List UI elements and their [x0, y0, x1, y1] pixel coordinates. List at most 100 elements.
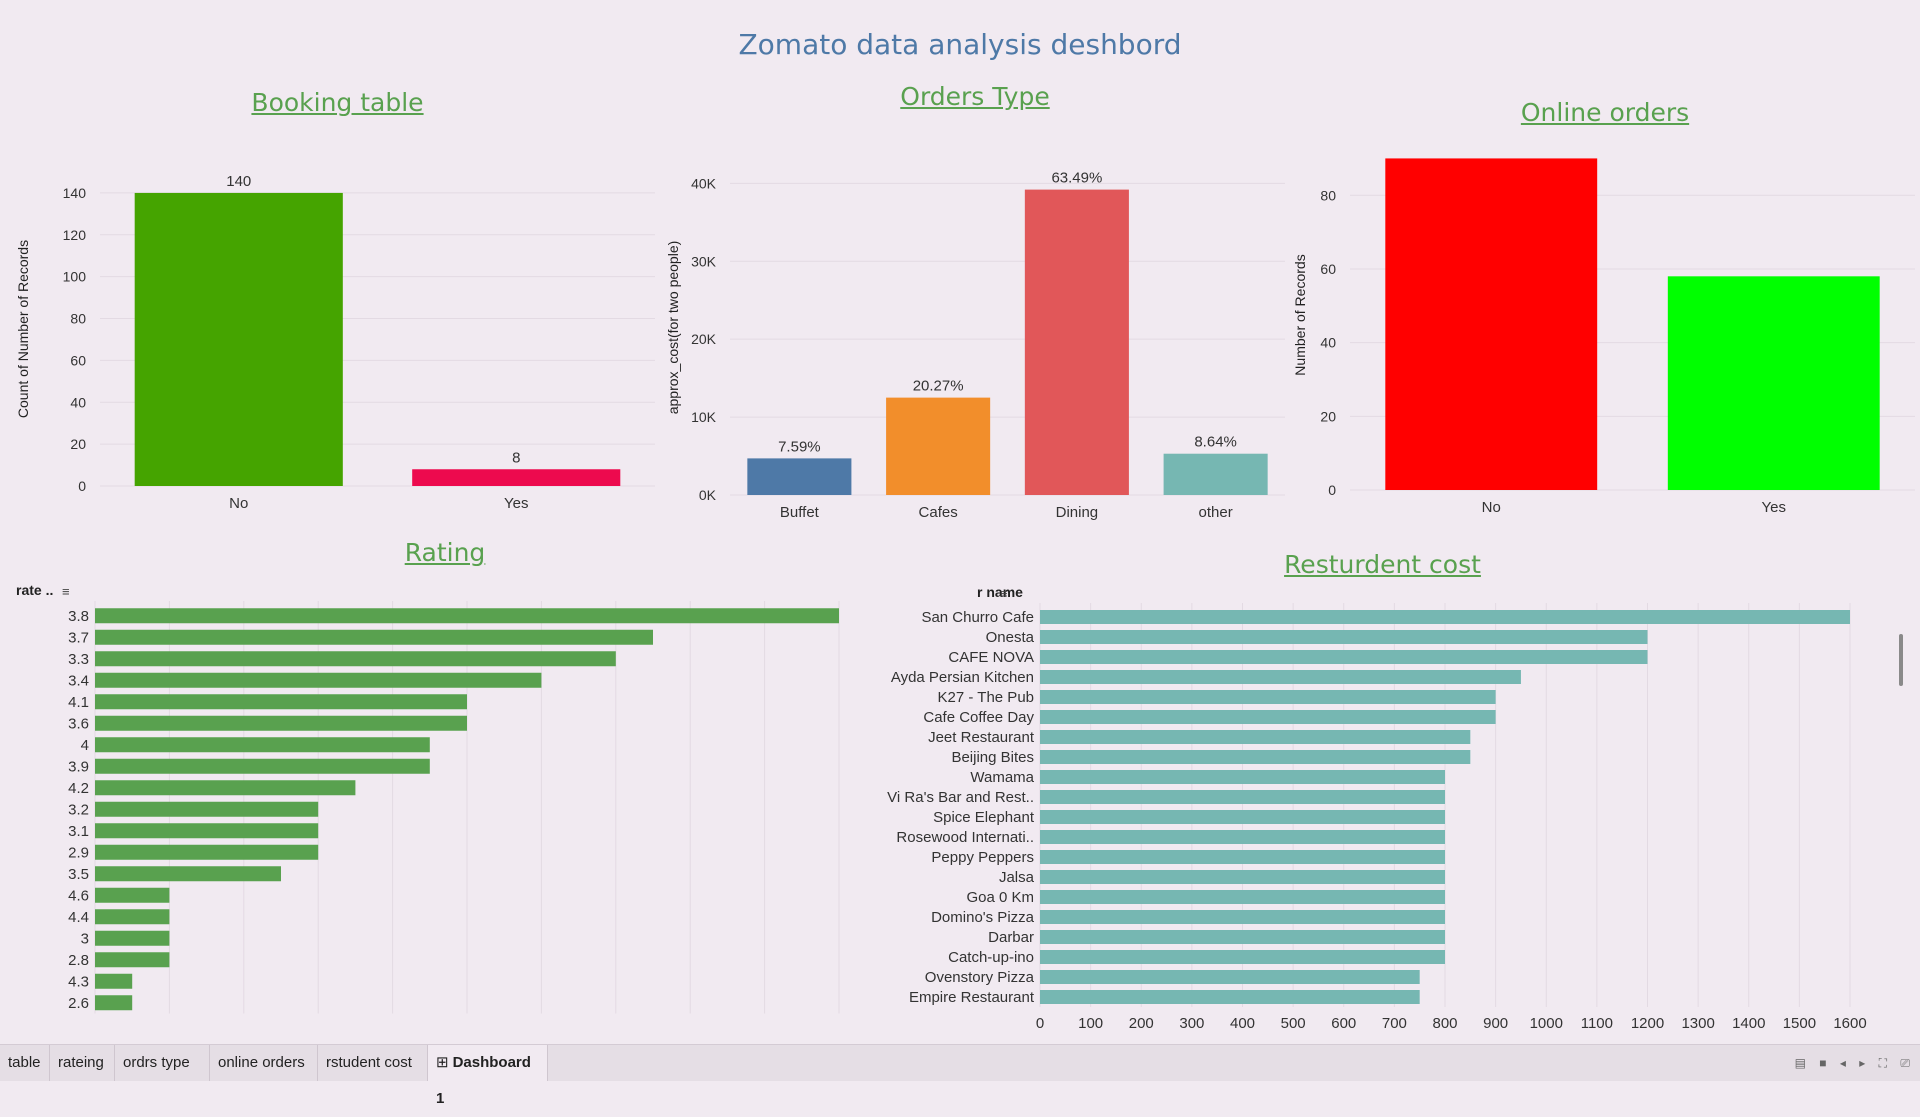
booking-data-label: 140 [226, 173, 251, 190]
share-icon[interactable]: ⎚ [1900, 1056, 1910, 1070]
cost-category-label: Peppy Peppers [931, 849, 1034, 866]
prev-icon[interactable]: ◂ [1839, 1056, 1846, 1070]
booking-table-chart[interactable]: 0 20 40 60 80 100 120 140 Count of Number of Rec… [0, 130, 660, 520]
cost-bar [1040, 730, 1471, 744]
cost-xtick-label: 1500 [1783, 1015, 1816, 1032]
orders-category-label: Cafes [919, 504, 958, 521]
rating-chart[interactable]: rate .. ≡ 3.8 3.7 3.3 3.4 4.1 3.6 4 3.9 4.2 3.2 3.1 2… [0, 575, 870, 1015]
cost-category-label: Jalsa [999, 869, 1035, 886]
rating-bar [95, 844, 319, 860]
cost-category-label: Spice Elephant [933, 809, 1035, 826]
online-bar [1667, 276, 1880, 490]
booking-y-axis-title: Count of Number of Records [15, 240, 31, 418]
booking-ytick-label: 20 [70, 436, 86, 452]
orders-y-axis-title: approx_cost(for two people) [665, 241, 681, 415]
tab-online-orders[interactable]: online orders [210, 1045, 318, 1081]
online-ytick-label: 60 [1320, 261, 1336, 277]
booking-ytick-label: 60 [70, 352, 86, 368]
cost-bar [1040, 650, 1648, 664]
orders-bar [886, 397, 991, 495]
rating-category-label: 4.1 [68, 694, 89, 711]
tab-table[interactable]: table [0, 1045, 50, 1081]
tab-rateing[interactable]: rateing [50, 1045, 115, 1081]
cost-xtick-label: 100 [1078, 1015, 1103, 1032]
fullscreen-icon[interactable]: ⛶ [1878, 1056, 1888, 1070]
rating-category-label: 2.6 [68, 995, 89, 1012]
booking-bar [134, 192, 343, 486]
rating-bar [95, 651, 616, 667]
booking-ytick-label: 40 [70, 394, 86, 410]
sort-icon: ≡ [1000, 586, 1008, 601]
tab-rstudent-cost[interactable]: rstudent cost [318, 1045, 428, 1081]
cost-bar [1040, 970, 1420, 984]
layout-icon[interactable]: ▤ [1794, 1056, 1806, 1070]
online-ytick-label: 40 [1320, 335, 1336, 351]
cost-xtick-label: 1200 [1631, 1015, 1664, 1032]
rating-bar [95, 866, 281, 882]
cost-category-label: Beijing Bites [951, 749, 1034, 766]
orders-ytick-label: 0K [699, 487, 717, 503]
rating-category-label: 3.5 [68, 866, 89, 883]
orders-category-label: Buffet [780, 504, 820, 521]
orders-data-label: 8.64% [1194, 434, 1237, 451]
rating-bar [95, 823, 319, 839]
cost-xtick-label: 500 [1281, 1015, 1306, 1032]
online-ytick-label: 80 [1320, 187, 1336, 203]
booking-ytick-label: 80 [70, 311, 86, 327]
rating-bar [95, 715, 467, 731]
rating-category-label: 2.8 [68, 952, 89, 969]
rating-category-label: 3.4 [68, 672, 89, 689]
cost-bar [1040, 610, 1850, 624]
online-orders-title: Online orders [1520, 98, 1690, 127]
rating-category-label: 3.2 [68, 801, 89, 818]
sheet-tab-bar: table rateing ordrs type online orders r… [0, 1044, 1920, 1107]
cost-category-label: Ayda Persian Kitchen [891, 669, 1034, 686]
rating-category-label: 4.6 [68, 887, 89, 904]
rating-bar [95, 973, 133, 989]
rating-category-label: 3 [81, 930, 89, 947]
rating-bar [95, 758, 430, 774]
cost-category-label: Ovenstory Pizza [925, 969, 1035, 986]
rating-category-label: 4.4 [68, 909, 89, 926]
tab-dashboard-1[interactable]: ⊞ Dashboard 1 [428, 1045, 548, 1107]
rating-bar [95, 909, 170, 925]
tab-ordrs-type[interactable]: ordrs type [115, 1045, 210, 1081]
status-icons: ▤ ■ ◂ ▸ ⛶ ⎚ [1785, 1045, 1910, 1081]
cost-xtick-label: 200 [1129, 1015, 1154, 1032]
booking-category-label: Yes [504, 495, 528, 512]
rating-category-label: 4 [81, 737, 89, 754]
cost-bar [1040, 890, 1445, 904]
orders-type-chart[interactable]: 0K 10K 20K 30K 40K approx_cost(for two people… [660, 130, 1300, 530]
booking-ytick-label: 0 [78, 478, 86, 494]
dashboard-title: Zomato data analysis deshbord [738, 28, 1182, 61]
online-category-label: Yes [1762, 499, 1786, 516]
restaurant-cost-chart[interactable]: 0 100 200 300 400 500 600 700 800 900 1000 1100 1200… [870, 584, 1910, 1032]
rating-category-label: 2.9 [68, 844, 89, 861]
rating-category-label: 3.9 [68, 758, 89, 775]
orders-category-label: Dining [1056, 504, 1099, 521]
cost-xtick-label: 1300 [1681, 1015, 1714, 1032]
online-category-label: No [1482, 499, 1501, 516]
cost-category-label: San Churro Cafe [921, 609, 1034, 626]
rating-bar [95, 629, 653, 645]
booking-ytick-label: 140 [63, 185, 87, 201]
cost-row-header: r name [977, 584, 1023, 600]
rating-bar [95, 995, 133, 1011]
present-icon[interactable]: ■ [1819, 1056, 1827, 1070]
cost-scrollbar[interactable] [1899, 634, 1903, 686]
booking-ytick-label: 100 [63, 269, 87, 285]
rating-category-label: 3.7 [68, 629, 89, 646]
orders-data-label: 7.59% [778, 438, 821, 455]
rating-bar [95, 887, 170, 903]
rating-bar [95, 780, 356, 796]
next-icon[interactable]: ▸ [1859, 1056, 1866, 1070]
rating-bar [95, 672, 542, 688]
rating-bar [95, 952, 170, 968]
restaurant-cost-title: Resturdent cost [1284, 550, 1481, 579]
orders-bar [1163, 453, 1268, 495]
cost-bar [1040, 750, 1471, 764]
rating-category-label: 3.1 [68, 823, 89, 840]
rating-row-header: rate .. [16, 582, 53, 598]
orders-bar [747, 458, 852, 495]
online-orders-chart[interactable]: 0 20 40 60 80 Number of Records No Yes [1290, 130, 1920, 530]
